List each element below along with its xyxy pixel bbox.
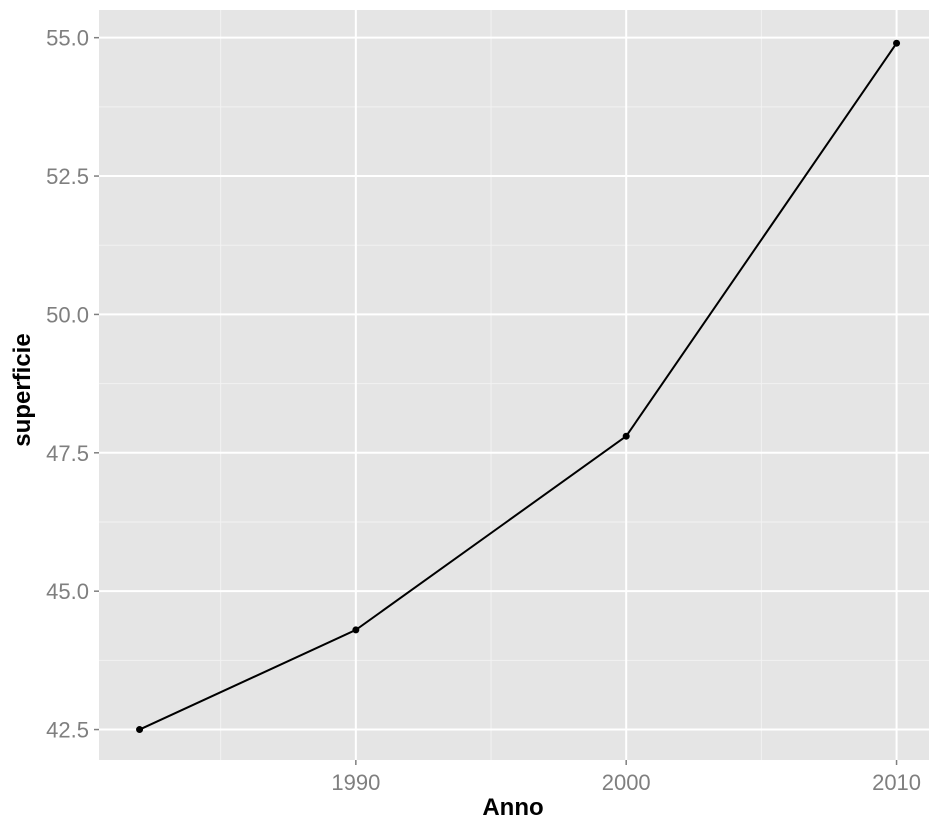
major-gridlines (99, 10, 929, 760)
data-point (352, 626, 360, 634)
data-point (622, 432, 630, 440)
x-tick-label: 2010 (872, 770, 921, 795)
x-axis-title: Anno (482, 794, 543, 821)
y-tick-label: 45.0 (46, 579, 89, 604)
data-point (893, 39, 901, 47)
y-tick-label: 50.0 (46, 302, 89, 327)
y-tick-label: 52.5 (46, 164, 89, 189)
y-tick-label: 47.5 (46, 441, 89, 466)
plot-panel (99, 10, 929, 760)
series-layer (136, 39, 901, 734)
minor-gridlines (99, 10, 929, 760)
series-line (139, 42, 898, 731)
data-point (136, 726, 144, 734)
y-axis-title: superficie (9, 333, 36, 446)
x-tick-label: 1990 (331, 770, 380, 795)
x-tick-label: 2000 (602, 770, 651, 795)
axis-ticks: 1990 2000 2010 42.5 45.0 47.5 50.0 52.5 55.0 (46, 26, 921, 795)
y-tick-label: 55.0 (46, 26, 89, 51)
y-tick-label: 42.5 (46, 718, 89, 743)
